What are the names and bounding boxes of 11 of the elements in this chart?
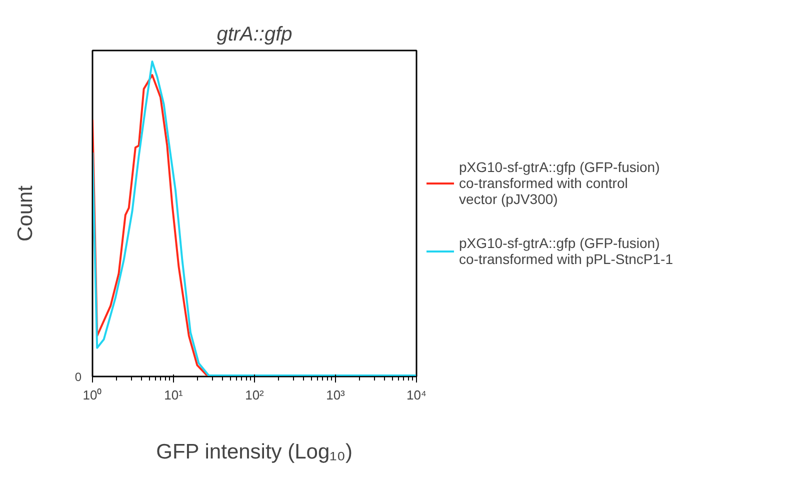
x-tick-label: 10² xyxy=(245,388,265,402)
text: 0 xyxy=(74,370,82,384)
x-tick-label: 10⁴ xyxy=(406,388,427,402)
legend-label: pXG10-sf-gtrA::gfp (GFP-fusion) co-transformed with control vector (pJV300) xyxy=(459,159,660,207)
x-axis-title: GFP intensity (Log₁₀) xyxy=(156,440,352,464)
x-tick-label: 10⁰ xyxy=(82,388,102,402)
x-tick-label: 10³ xyxy=(326,388,346,402)
legend-label: pXG10-sf-gtrA::gfp (GFP-fusion) co-transformed with pPL-StncP1-1 xyxy=(459,235,673,267)
y-axis-title: Count xyxy=(14,185,37,242)
chart-title: gtrA::gfp xyxy=(216,24,292,46)
x-tick-label: 10¹ xyxy=(164,388,184,402)
